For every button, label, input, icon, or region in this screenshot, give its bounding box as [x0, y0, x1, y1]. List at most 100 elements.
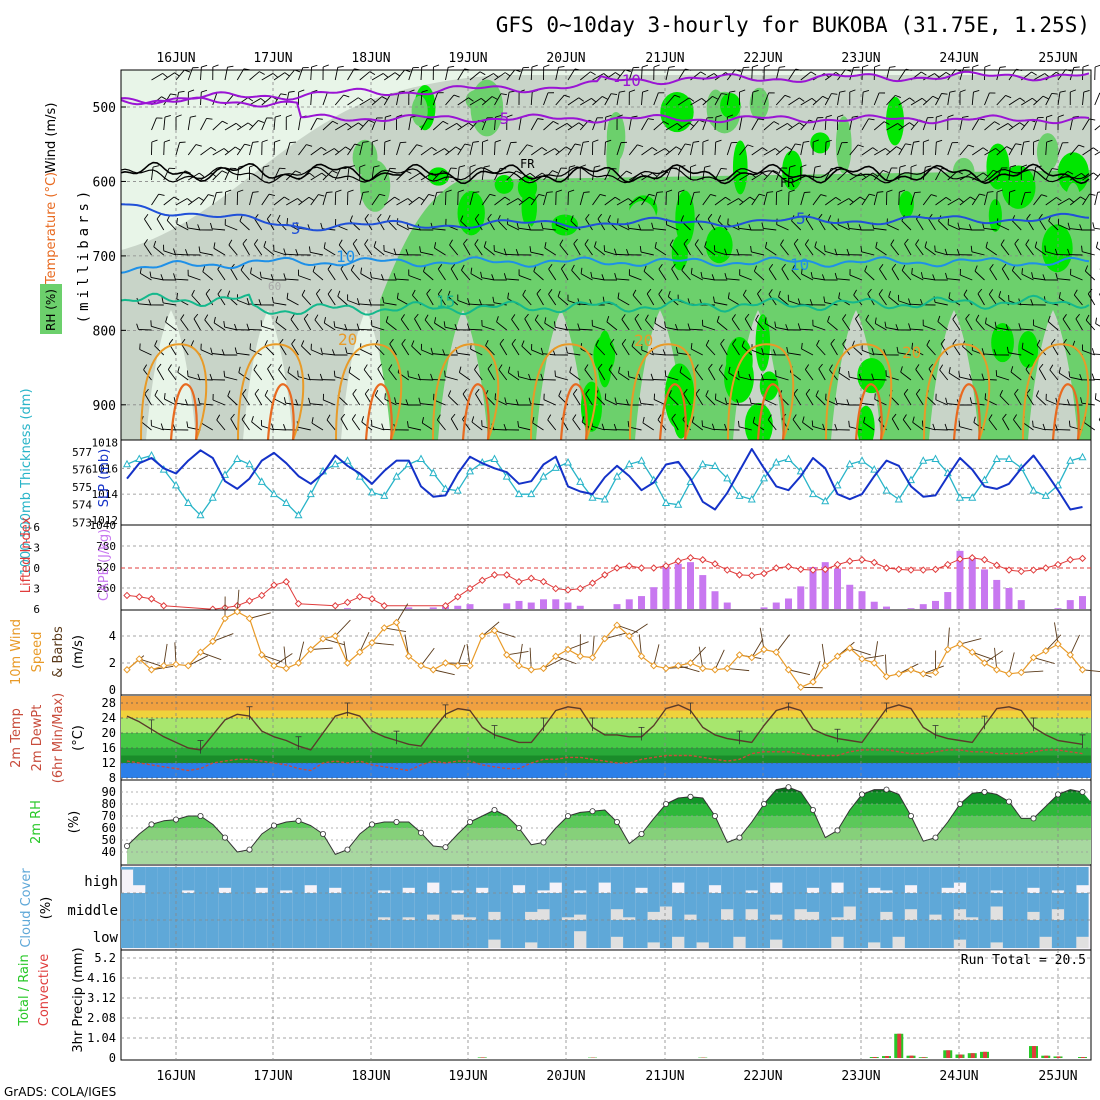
wind-barb — [934, 301, 948, 306]
wind-barb — [855, 313, 860, 320]
wind-barb — [564, 94, 571, 98]
cloud-bar — [316, 867, 330, 893]
wind-barb — [935, 93, 942, 106]
wind-barb — [653, 228, 667, 231]
cape-bar — [919, 604, 927, 609]
wind-barb — [693, 191, 701, 193]
precip-convective-bar — [897, 1033, 902, 1058]
wind-barb — [761, 222, 764, 229]
rh-marker — [172, 816, 179, 823]
wind-barb — [408, 376, 422, 381]
cloud-bar — [941, 893, 954, 920]
wind-barb — [426, 293, 434, 306]
precip-convective-bar — [1056, 1056, 1061, 1058]
pressure-tick-label: 900 — [93, 399, 116, 414]
wind-barb — [653, 121, 664, 131]
wind-barb — [1075, 318, 1083, 331]
wind-barb — [494, 393, 497, 400]
wind-barb — [285, 69, 295, 81]
legend-temp: Temperature (°C) — [44, 172, 59, 285]
wind-barb — [631, 115, 638, 118]
wind-barb — [393, 248, 397, 255]
wind-speed-marker — [258, 651, 266, 659]
wind-barb — [666, 189, 673, 193]
wind-barb — [387, 214, 391, 221]
wind-barb — [861, 92, 864, 106]
wind-barb — [898, 300, 912, 306]
wind-barb — [797, 298, 801, 305]
wind-barb — [199, 403, 213, 406]
temp-label-1: 2m Temp — [9, 708, 24, 768]
wind-speed-marker — [405, 652, 413, 660]
wind-barb — [518, 426, 532, 431]
wind-barb — [853, 289, 857, 296]
wind-barb — [221, 349, 225, 356]
wind-barb — [408, 172, 421, 181]
thickness-marker — [1029, 486, 1038, 494]
wind-barb — [398, 90, 405, 93]
wind-barb — [800, 97, 813, 106]
wind-barb — [186, 421, 189, 428]
rh-region — [733, 310, 783, 440]
wind-speed-marker — [588, 653, 597, 662]
wind-barb — [1032, 277, 1046, 281]
wind-barb — [434, 242, 437, 249]
thickness-marker — [527, 489, 536, 498]
cloud-bar — [806, 893, 820, 912]
wind-barb — [877, 191, 884, 193]
wind-barb — [344, 323, 348, 330]
wind-barb — [959, 228, 973, 231]
wind-barb — [718, 369, 728, 381]
wind-barb — [496, 321, 508, 331]
cloud-bar — [525, 920, 538, 943]
cloud-bar — [1002, 867, 1016, 893]
wind-barb — [432, 120, 444, 131]
wind-barb — [690, 164, 697, 168]
li-marker — [466, 584, 474, 593]
precip-convective-bar — [909, 1055, 914, 1058]
cloud-bar — [182, 920, 195, 948]
wind-barb — [714, 93, 722, 106]
wind-speed-marker — [270, 661, 278, 670]
wind-barb — [389, 338, 394, 345]
wind-barb — [286, 292, 289, 299]
wind-barb — [252, 191, 259, 193]
date-label-top: 16JUN — [156, 51, 195, 66]
wind-barb — [948, 367, 951, 374]
wind-barb — [977, 293, 985, 306]
wind-barb — [481, 194, 491, 206]
temp-band — [121, 718, 1091, 733]
cloud-bar — [353, 867, 366, 893]
wind-barb — [180, 343, 189, 356]
wind-speed-marker — [368, 639, 376, 647]
wind-speed-marker — [601, 634, 609, 643]
li-marker — [809, 566, 817, 574]
wind-barb — [408, 117, 412, 131]
wind-barb — [956, 248, 960, 255]
wind-barb — [718, 364, 723, 370]
wind-speed-marker — [882, 672, 891, 681]
cloud-bar — [721, 867, 734, 893]
cloud-bar — [451, 920, 464, 948]
rh-marker — [908, 813, 915, 820]
wind-barb — [871, 348, 874, 355]
wind-barb — [178, 90, 185, 93]
wind-barb — [354, 143, 361, 146]
li-tick-label: 6 — [33, 603, 40, 616]
wind-barb — [385, 321, 397, 331]
cape-bar — [405, 607, 413, 609]
cloud-bar — [610, 893, 624, 910]
cape-bar — [944, 592, 952, 609]
wind-barb — [511, 319, 520, 331]
cloud-bar — [953, 920, 967, 940]
wind-barb — [985, 241, 988, 248]
cloud-bar — [427, 893, 440, 915]
wind-barb — [240, 269, 250, 281]
wind-barb — [333, 148, 340, 153]
contour-25 — [266, 383, 295, 441]
wind-barb — [558, 390, 562, 397]
wind-barb — [454, 324, 458, 330]
wind-barb — [258, 119, 265, 124]
wind-barb — [385, 114, 392, 118]
wind-barb — [175, 198, 188, 206]
